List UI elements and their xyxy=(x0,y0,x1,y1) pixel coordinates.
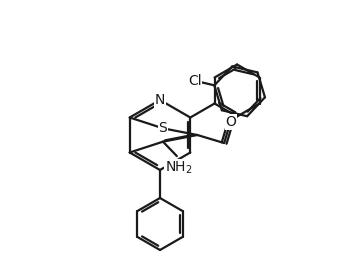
Text: O: O xyxy=(226,115,236,129)
Text: S: S xyxy=(159,121,167,135)
Text: N: N xyxy=(155,93,165,107)
Text: NH$_2$: NH$_2$ xyxy=(165,160,193,176)
Text: Cl: Cl xyxy=(188,74,202,88)
